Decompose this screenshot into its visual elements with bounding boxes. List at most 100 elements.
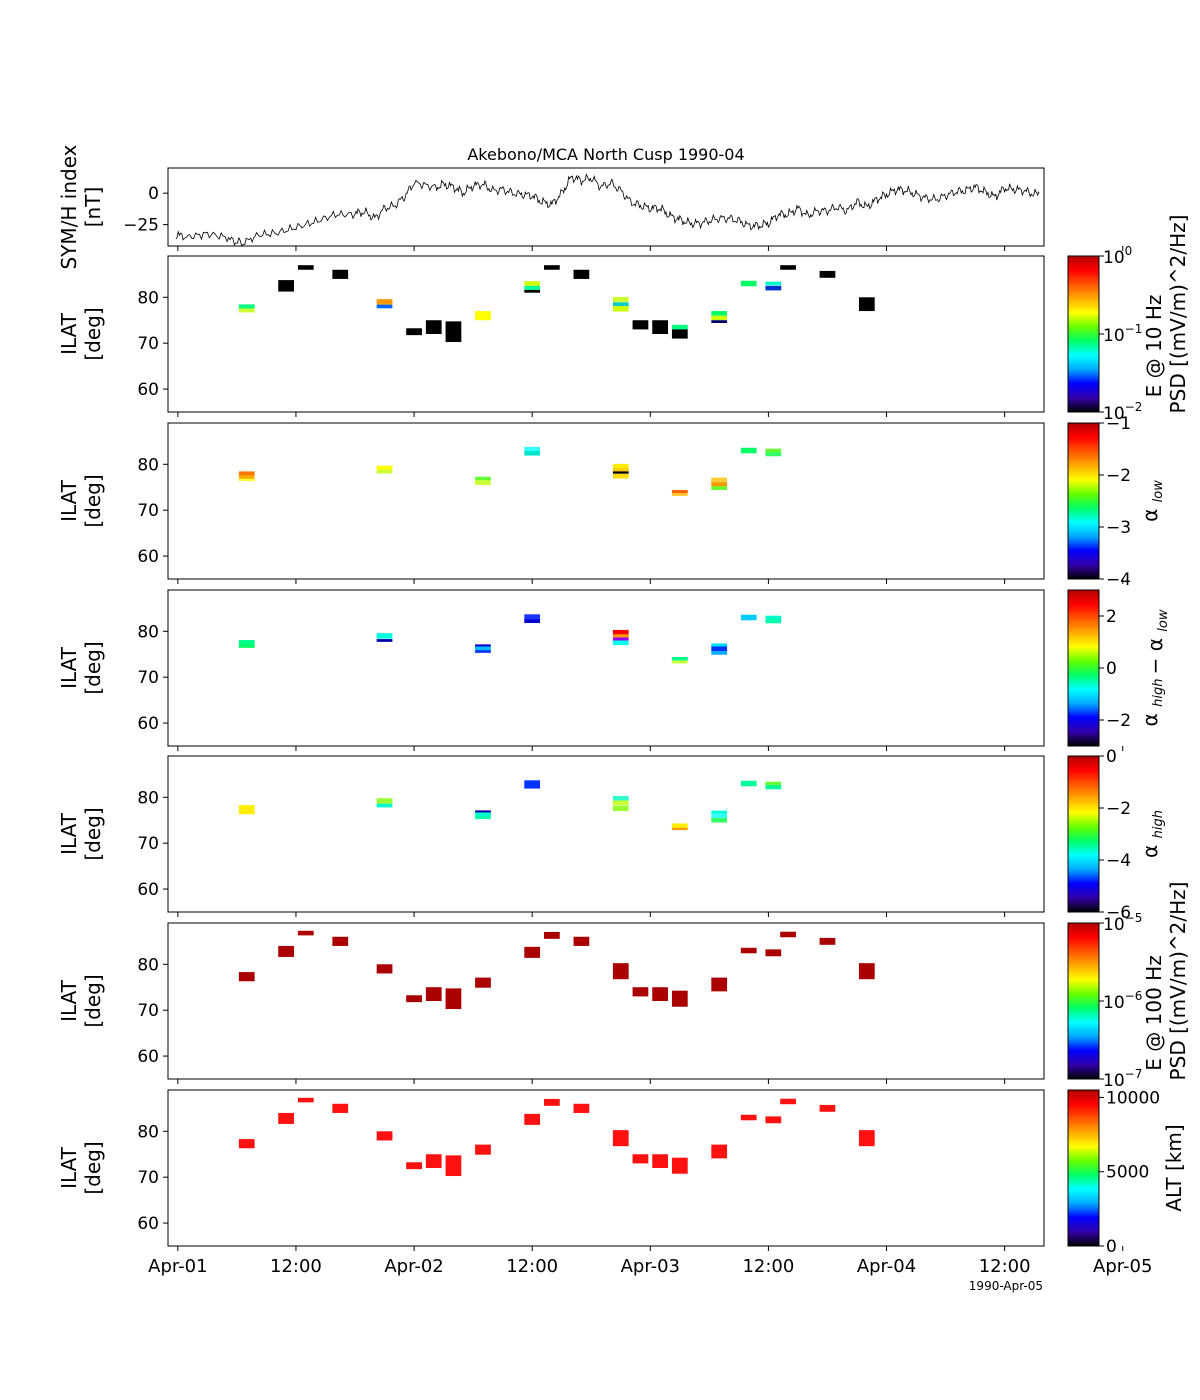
data-cell-e10hz-30 — [780, 265, 796, 270]
data-cell-e100hz-21 — [858, 963, 875, 980]
data-cell-alpha_diff-17 — [711, 651, 728, 655]
data-cell-e10hz-10 — [445, 321, 462, 343]
data-cell-e100hz-5 — [406, 995, 422, 1003]
panel-symh: 0 −25 SYM/H index [nT] — [57, 144, 1124, 270]
data-cell-alpha_diff-15 — [711, 643, 728, 647]
data-cell-alpha_high-8 — [612, 800, 629, 806]
colorbar-label-alpha_diff: α high − α low — [1138, 609, 1171, 726]
data-cell-alpha_high-16 — [765, 781, 782, 786]
colorbar-tick-label-e10hz-0: 100 — [1103, 244, 1132, 268]
colorbar-bar-alt — [1067, 1089, 1100, 1247]
ytick-label-e100hz-1: 70 — [137, 1001, 159, 1021]
xtick-label-6: Apr-04 — [857, 1256, 916, 1277]
data-cell-e10hz-4 — [297, 265, 314, 270]
plot-frame-symh — [167, 167, 1045, 247]
data-cell-alpha_diff-20 — [765, 619, 782, 624]
plot-frame-alpha_diff — [167, 589, 1045, 747]
colorbar-tick-label-alpha_low-1: −2 — [1106, 466, 1131, 486]
data-cell-alt-1 — [278, 1112, 294, 1124]
colorbar-alpha_low: −1 −2 −3 −4 α low — [1067, 414, 1166, 590]
colorbar-tick-label-e100hz-2: 10−7 — [1103, 1067, 1142, 1091]
ytick-label-e10hz-2: 80 — [137, 288, 159, 308]
data-cell-alpha_low-3 — [376, 465, 393, 471]
colorbar-tick-label-alpha_low-3: −4 — [1106, 570, 1131, 590]
ytick-label-alpha_diff-0: 60 — [137, 714, 159, 734]
data-cell-alpha_high-6 — [524, 780, 541, 789]
data-cell-e10hz-13 — [524, 285, 541, 291]
colorbar-e100hz: 10−5 10−6 10−7E @ 100 Hz PSD [(mV/m)^2/Hz] — [1067, 882, 1190, 1091]
data-cell-e10hz-7 — [376, 304, 393, 309]
ytick-label-alt-0: 60 — [137, 1214, 159, 1234]
data-cell-alt-0 — [238, 1139, 255, 1149]
ylabel-line1-e10hz: ILAT — [57, 312, 81, 355]
data-cell-e10hz-14 — [524, 289, 541, 293]
data-cell-alpha_low-9 — [612, 463, 629, 469]
colorbar-bar-e100hz — [1067, 922, 1100, 1080]
data-cell-e100hz-4 — [376, 964, 393, 974]
data-cell-e10hz-31 — [819, 270, 836, 278]
data-cell-e100hz-1 — [278, 945, 294, 957]
data-cell-alpha_low-17 — [711, 486, 728, 490]
cells-alpha_high — [238, 780, 782, 831]
data-cell-e10hz-24 — [711, 311, 728, 316]
footer-date-label: 1990-Apr-05 — [969, 1279, 1043, 1293]
data-cell-e100hz-7 — [445, 988, 462, 1010]
data-cell-alpha_diff-0 — [238, 640, 255, 645]
colorbar-tick-label-alpha_high-2: −4 — [1106, 851, 1131, 871]
data-cell-alt-3 — [332, 1103, 349, 1113]
data-cell-e10hz-9 — [425, 320, 442, 334]
plot-frame-alpha_low — [167, 422, 1045, 580]
colorbar-tick-label-alpha_high-3: −6 — [1106, 903, 1131, 923]
data-cell-alt-18 — [765, 1116, 782, 1124]
ytick-label-symh-0: 0 — [148, 184, 159, 204]
data-cell-alt-8 — [475, 1144, 491, 1155]
data-cell-alpha_diff-10 — [612, 634, 629, 638]
ytick-label-alpha_low-0: 60 — [137, 547, 159, 567]
data-cell-e10hz-3 — [278, 280, 294, 292]
data-cell-alt-17 — [740, 1114, 757, 1121]
data-cell-alpha_diff-19 — [765, 615, 782, 620]
colorbar-tick-label-alt-1: 5000 — [1106, 1163, 1149, 1183]
data-cell-alpha_high-1 — [376, 798, 393, 804]
data-cell-alpha_diff-6 — [475, 650, 491, 653]
colorbar-label-line1-e10hz: E @ 10 Hz — [1142, 295, 1166, 398]
data-cell-alpha_low-19 — [765, 448, 782, 453]
xtick-label-1: 12:00 — [270, 1256, 322, 1277]
ytick-label-e10hz-0: 60 — [137, 380, 159, 400]
ylabel-line1-e100hz: ILAT — [57, 979, 81, 1022]
data-cell-e10hz-25 — [711, 315, 728, 321]
data-cell-alpha_high-11 — [671, 827, 688, 831]
data-cell-alpha_diff-3 — [376, 639, 393, 642]
colorbar-tick-label-e100hz-1: 10−6 — [1103, 989, 1142, 1013]
xtick-label-4: Apr-03 — [621, 1256, 680, 1277]
xtick-label-8: Apr-05 — [1093, 1256, 1152, 1277]
panel-alpha_diff: 60 70 80 ILAT [deg] 2 0 −2 α high − α low — [57, 589, 1171, 751]
data-cell-e10hz-5 — [332, 269, 349, 279]
plot-frame-alpha_high — [167, 755, 1045, 913]
x-axis-labels: Apr-01 12:00 Apr-02 12:00 Apr-03 12:00 Apr-04 1… — [148, 1256, 1152, 1277]
data-cell-alt-21 — [858, 1130, 875, 1147]
plot-frame-e100hz — [167, 922, 1045, 1080]
data-cell-alpha_high-4 — [475, 812, 491, 817]
ytick-label-alt-2: 80 — [137, 1122, 159, 1142]
panel-e100hz: 60 70 80 ILAT [deg] 10−5 10−6 10−7E @ 100 Hz PSD… — [57, 882, 1190, 1091]
data-cell-alt-15 — [671, 1157, 688, 1174]
ylabel-line2-symh: [nT] — [81, 187, 105, 228]
data-cell-alpha_low-16 — [711, 482, 728, 487]
data-cell-e10hz-2 — [238, 308, 255, 313]
data-cell-e10hz-28 — [765, 281, 782, 286]
data-cell-alt-7 — [445, 1155, 462, 1177]
data-cell-e100hz-19 — [780, 931, 796, 938]
data-cell-alpha_high-12 — [711, 810, 728, 815]
data-cell-alpha_high-0 — [238, 805, 255, 815]
data-cell-alpha_low-8 — [524, 450, 541, 456]
ytick-label-alpha_diff-2: 80 — [137, 622, 159, 642]
ytick-label-e100hz-2: 80 — [137, 955, 159, 975]
cells-alpha_low — [238, 446, 782, 496]
data-cell-alpha_low-15 — [711, 477, 728, 483]
plot-frame-alt — [167, 1089, 1045, 1247]
colorbar-bar-alpha_diff — [1067, 589, 1100, 747]
data-cell-alpha_high-2 — [376, 803, 393, 808]
data-cell-alpha_high-13 — [711, 814, 728, 818]
data-cell-e10hz-21 — [652, 320, 669, 334]
